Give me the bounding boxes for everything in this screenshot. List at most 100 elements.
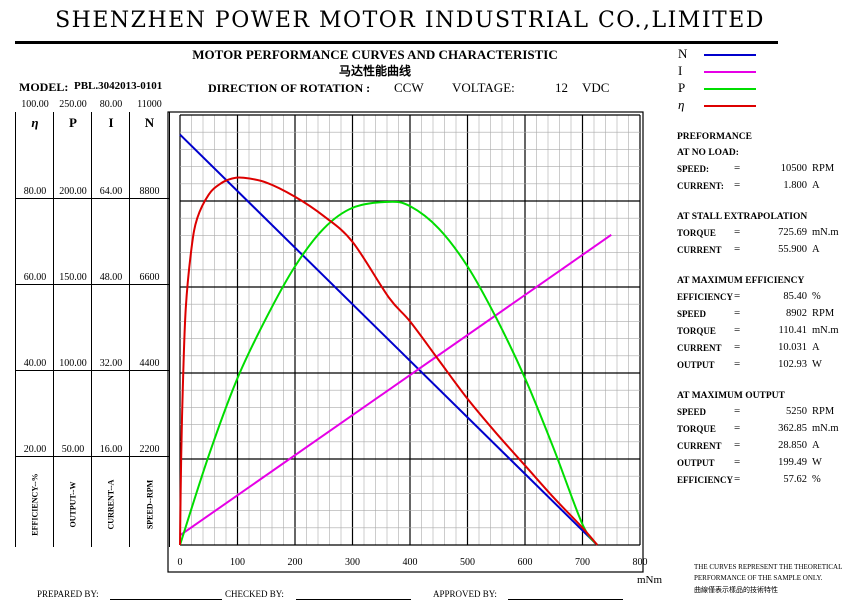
legend-swatch bbox=[704, 71, 756, 73]
report-row-value: 5250 bbox=[786, 406, 807, 417]
scale-max-tick: 11000 bbox=[137, 99, 162, 110]
scale-max-tick: 250.00 bbox=[59, 99, 87, 110]
report-row-unit: W bbox=[812, 359, 822, 370]
report-row-label: CURRENT: bbox=[677, 181, 724, 191]
scale-row-divider bbox=[92, 198, 130, 199]
report-row-unit: W bbox=[812, 457, 822, 468]
report-row-unit: A bbox=[812, 244, 820, 255]
scale-row-divider bbox=[130, 198, 169, 199]
report-row-unit: A bbox=[812, 180, 820, 191]
x-tick-label: 800 bbox=[633, 557, 648, 568]
report-section-heading: AT MAXIMUM OUTPUT bbox=[677, 391, 785, 401]
scale-tick: 80.00 bbox=[23, 186, 47, 197]
report-row-equals: = bbox=[734, 179, 741, 191]
report-row-equals: = bbox=[734, 439, 741, 451]
scale-symbol: η bbox=[31, 115, 39, 130]
report-row: CURRENT = 28.850 A bbox=[677, 439, 847, 456]
report-row-label: CURRENT bbox=[677, 245, 722, 255]
report-row-unit: A bbox=[812, 440, 820, 451]
report-row: OUTPUT = 199.49 W bbox=[677, 456, 847, 473]
x-tick-label: 700 bbox=[575, 557, 590, 568]
legend-item: I bbox=[668, 63, 778, 80]
x-tick-label: 200 bbox=[288, 557, 303, 568]
report-row-value: 28.850 bbox=[778, 440, 807, 451]
report-row: SPEED = 5250 RPM bbox=[677, 405, 847, 422]
scale-row-divider bbox=[54, 456, 92, 457]
scale-column: 11000 N 8800 6600 4400 2200 SPEED--RPM bbox=[129, 99, 170, 547]
legend-symbol: P bbox=[678, 80, 686, 95]
report-row-equals: = bbox=[734, 358, 741, 370]
checked-line[interactable] bbox=[296, 599, 411, 600]
scale-tick: 200.00 bbox=[59, 186, 87, 197]
scale-column: 250.00 P 200.00 150.00 100.00 50.00 OUTPUT--W bbox=[53, 99, 92, 547]
scale-tick: 8800 bbox=[139, 186, 160, 197]
scale-row-divider bbox=[54, 370, 92, 371]
scale-column: 80.00 I 64.00 48.00 32.00 16.00 CURRENT--A bbox=[91, 99, 130, 547]
report-row: EFFICIENCY = 85.40% bbox=[677, 290, 847, 307]
x-tick-label: 400 bbox=[403, 557, 418, 568]
legend-symbol: η bbox=[678, 97, 685, 112]
report-row: EFFICIENCY = 57.62% bbox=[677, 473, 847, 490]
legend-item: P bbox=[668, 80, 778, 97]
series-line-I bbox=[179, 234, 612, 537]
legend-swatch bbox=[704, 54, 756, 56]
report-row-value: 57.62 bbox=[783, 474, 807, 485]
report-row-label: EFFICIENCY bbox=[677, 475, 734, 485]
report-row: OUTPUT = 102.93 W bbox=[677, 358, 847, 375]
report-row-equals: = bbox=[734, 290, 741, 302]
x-tick-label: 100 bbox=[230, 557, 245, 568]
x-axis-unit: mNm bbox=[637, 574, 663, 586]
direction-label: DIRECTION OF ROTATION : bbox=[208, 81, 371, 95]
scale-tick: 150.00 bbox=[59, 272, 87, 283]
report-section-heading: AT MAXIMUM EFFICIENCY bbox=[677, 276, 805, 286]
model-label: MODEL: bbox=[19, 80, 69, 94]
scale-columns: 100.00 η 80.00 60.00 40.00 20.00 EFFICIENCY--%… bbox=[15, 99, 170, 547]
report-row-unit: A bbox=[812, 342, 820, 353]
scale-tick: 16.00 bbox=[99, 444, 123, 455]
note-line-3: 曲線僅表示樣品的技術特性 bbox=[694, 586, 778, 594]
scale-row-divider bbox=[130, 370, 169, 371]
legend-swatch bbox=[704, 105, 756, 107]
report-row-equals: = bbox=[734, 243, 741, 255]
report-row-equals: = bbox=[734, 341, 741, 353]
report-row-label: SPEED: bbox=[677, 164, 710, 174]
report-row-equals: = bbox=[734, 324, 741, 336]
report-row-unit: % bbox=[812, 474, 821, 485]
model-value: PBL.3042013-0101 bbox=[74, 80, 163, 92]
report-row-value: 85.40 bbox=[783, 291, 807, 302]
report-row-value: 1.800 bbox=[783, 180, 807, 191]
scale-row-divider bbox=[16, 456, 54, 457]
prepared-label: PREPARED BY: bbox=[37, 589, 99, 599]
report-row-value: 725.69 bbox=[778, 227, 807, 238]
report-row-value: 362.85 bbox=[778, 423, 807, 434]
voltage-value: 12 bbox=[555, 80, 568, 95]
scale-tick: 60.00 bbox=[23, 272, 47, 283]
report-row: TORQUE = 725.69 mN.m bbox=[677, 226, 847, 243]
legend-swatch bbox=[704, 88, 756, 90]
x-tick-label: 500 bbox=[460, 557, 475, 568]
x-tick-label: 300 bbox=[345, 557, 360, 568]
series-line-eta bbox=[179, 176, 599, 546]
scale-symbol: I bbox=[108, 115, 114, 130]
scale-max-tick: 80.00 bbox=[99, 99, 123, 110]
scale-tick: 40.00 bbox=[23, 358, 47, 369]
report-row-unit: mN.m bbox=[812, 227, 839, 238]
report-row-value: 102.93 bbox=[778, 359, 807, 370]
scale-tick: 100.00 bbox=[59, 358, 87, 369]
report-row-unit: RPM bbox=[812, 308, 835, 319]
report-row-label: SPEED bbox=[677, 407, 707, 417]
prepared-line[interactable] bbox=[110, 599, 222, 600]
note-line-1: THE CURVES REPRESENT THE THEORETICAL bbox=[694, 563, 843, 571]
x-tick-label: 0 bbox=[178, 557, 183, 568]
header-rule bbox=[15, 41, 778, 44]
report-row-equals: = bbox=[734, 473, 741, 485]
report-row-label: OUTPUT bbox=[677, 458, 715, 468]
report-row: SPEED = 8902 RPM bbox=[677, 307, 847, 324]
approved-line[interactable] bbox=[508, 599, 623, 600]
report-row: TORQUE = 362.85 mN.m bbox=[677, 422, 847, 439]
report-row-equals: = bbox=[734, 162, 741, 174]
chart-title: MOTOR PERFORMANCE CURVES AND CHARACTERIS… bbox=[192, 47, 558, 62]
legend-item: η bbox=[668, 97, 778, 114]
